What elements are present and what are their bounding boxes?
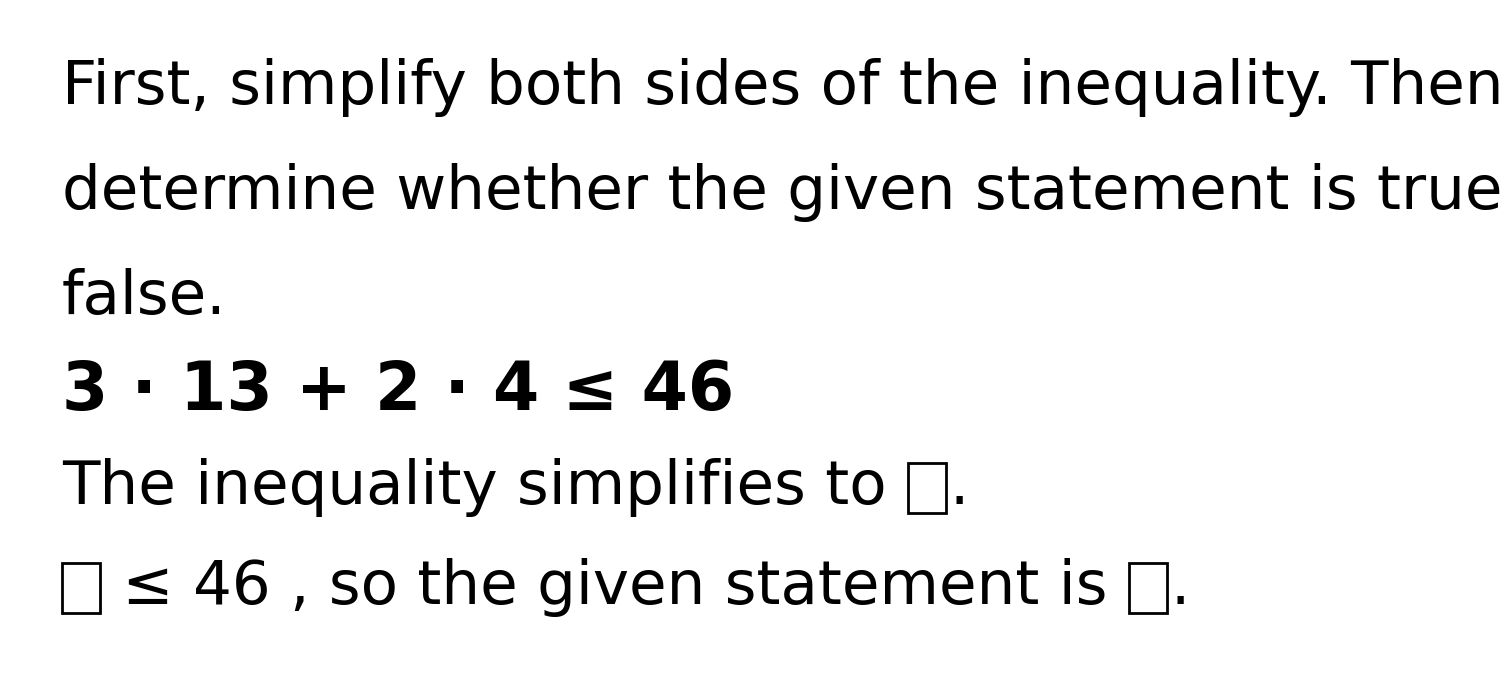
Text: ≤ 46 , so the given statement is: ≤ 46 , so the given statement is <box>104 558 1126 617</box>
Text: determine whether the given statement is true or: determine whether the given statement is… <box>62 163 1500 222</box>
Text: First, simplify both sides of the inequality. Then: First, simplify both sides of the inequa… <box>62 58 1500 117</box>
Text: .: . <box>950 458 969 517</box>
Text: false.: false. <box>62 268 226 327</box>
Text: The inequality simplifies to: The inequality simplifies to <box>62 458 906 517</box>
Text: 3 · 13 + 2 · 4 ≤ 46: 3 · 13 + 2 · 4 ≤ 46 <box>62 358 735 424</box>
Text: .: . <box>1172 558 1191 617</box>
